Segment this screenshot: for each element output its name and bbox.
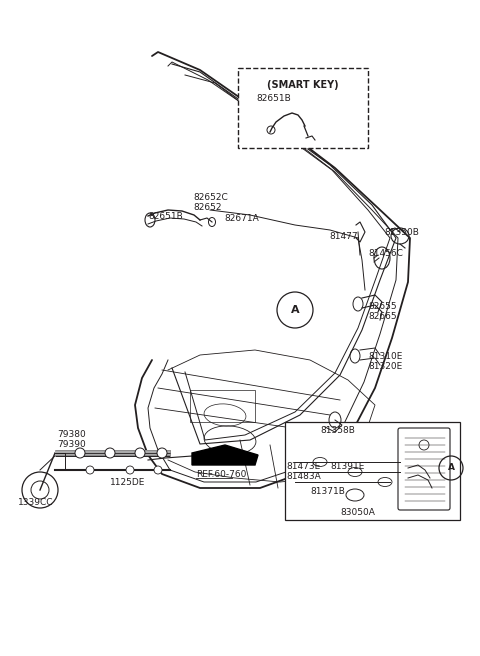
Text: 79380: 79380 — [57, 430, 86, 439]
Circle shape — [157, 448, 167, 458]
Text: 81320E: 81320E — [368, 362, 402, 371]
Polygon shape — [192, 445, 258, 465]
Text: 82671A: 82671A — [224, 214, 259, 223]
Text: 82651B: 82651B — [256, 94, 291, 103]
Bar — [285, 422, 460, 520]
Circle shape — [75, 448, 85, 458]
Text: 1339CC: 1339CC — [18, 498, 53, 507]
Text: 81371B: 81371B — [310, 487, 345, 496]
Bar — [238, 68, 368, 148]
Text: 81473E: 81473E — [286, 462, 320, 471]
Text: 82665: 82665 — [368, 312, 396, 321]
Text: REF.60-760: REF.60-760 — [196, 470, 246, 479]
Text: 83050A: 83050A — [340, 508, 375, 517]
Text: 81483A: 81483A — [286, 472, 321, 481]
Text: A: A — [447, 464, 455, 472]
Text: 82655: 82655 — [368, 302, 396, 311]
Text: 81477: 81477 — [329, 232, 358, 241]
Text: A: A — [291, 305, 300, 315]
Text: 81456C: 81456C — [368, 249, 403, 258]
Circle shape — [154, 466, 162, 474]
Text: 82651B: 82651B — [148, 212, 183, 221]
Text: 81350B: 81350B — [384, 228, 419, 237]
Text: 82652C: 82652C — [193, 193, 228, 202]
Text: 1125DE: 1125DE — [110, 478, 145, 487]
Circle shape — [126, 466, 134, 474]
Text: 82652: 82652 — [193, 203, 221, 212]
Text: (SMART KEY): (SMART KEY) — [267, 80, 339, 90]
Circle shape — [135, 448, 145, 458]
FancyBboxPatch shape — [398, 428, 450, 510]
Text: 81310E: 81310E — [368, 352, 402, 361]
Text: 81391E: 81391E — [330, 462, 364, 471]
Text: 79390: 79390 — [57, 440, 86, 449]
Circle shape — [86, 466, 94, 474]
Circle shape — [105, 448, 115, 458]
Text: 81358B: 81358B — [320, 426, 355, 435]
Bar — [190, 390, 255, 422]
